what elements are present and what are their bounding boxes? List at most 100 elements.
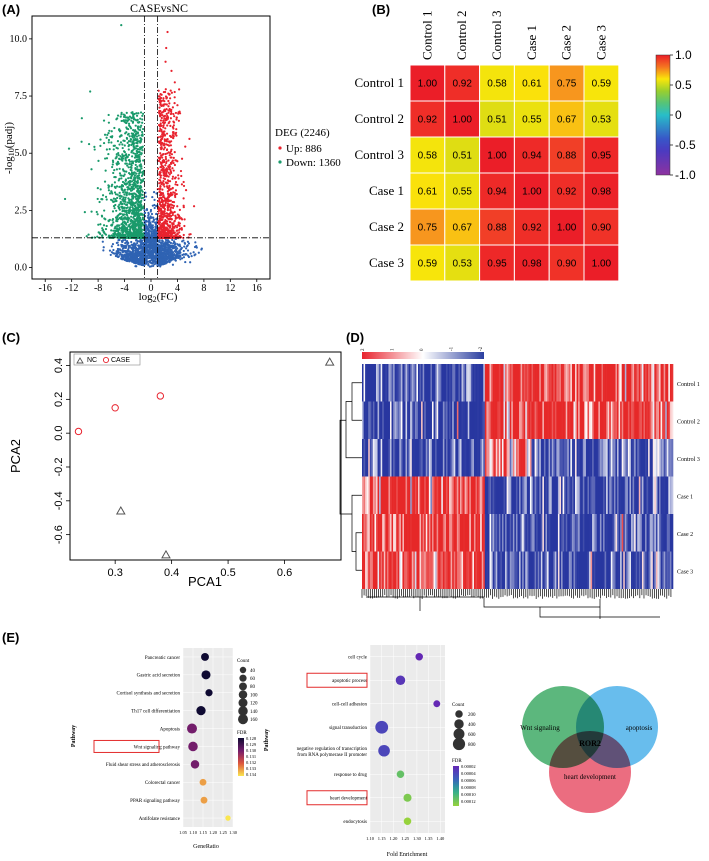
volcano-point-down <box>135 112 138 115</box>
volcano-point-down <box>97 231 100 234</box>
volcano-point-down <box>129 219 132 223</box>
correlation-cell-value: 0.92 <box>522 223 542 234</box>
volcano-point-up <box>162 179 165 183</box>
volcano-point-down <box>135 160 138 163</box>
volcano-point-ns <box>149 210 152 213</box>
volcano-point-down <box>121 231 125 234</box>
volcano-point-down <box>134 129 137 132</box>
volcano-point-down <box>132 117 136 120</box>
volcano-point-ns <box>148 245 151 248</box>
volcano-point-down <box>128 118 131 121</box>
volcano-point-down <box>140 189 143 192</box>
volcano-point-up <box>188 137 191 140</box>
volcano-point-ns <box>181 240 184 243</box>
volcano-point-up <box>159 219 162 222</box>
volcano-point-down <box>139 117 142 120</box>
volcano-point-up <box>163 172 166 175</box>
volcano-point-up <box>168 140 171 143</box>
volcano-point-down <box>128 228 131 231</box>
pca-legend-nc-label: NC <box>87 357 97 364</box>
volcano-point-up <box>175 118 178 121</box>
volcano-point-ns <box>122 244 126 247</box>
volcano-point-down <box>136 131 140 134</box>
volcano-point-up <box>171 131 175 134</box>
volcano-point-ns <box>132 243 135 246</box>
expression-cell-block <box>671 439 674 477</box>
volcano-point-ns <box>170 257 173 260</box>
volcano-point-down <box>130 164 133 167</box>
volcano-point-up <box>169 209 172 212</box>
volcano-point-up <box>174 217 177 220</box>
volcano-point-down <box>130 232 133 236</box>
volcano-point-ns <box>160 254 164 257</box>
volcano-point-up <box>158 114 162 117</box>
volcano-point-up <box>175 229 178 232</box>
volcano-point-down <box>131 142 134 145</box>
volcano-point-ns <box>186 240 190 243</box>
volcano-point-ns <box>138 259 141 263</box>
volcano-point-down <box>136 232 139 235</box>
volcano-point-up <box>165 46 168 50</box>
volcano-point-down <box>141 130 144 134</box>
volcano-point-up <box>163 212 167 215</box>
volcano-point-down <box>96 187 99 190</box>
volcano-point-up <box>182 197 185 200</box>
volcano-point-up <box>159 146 162 149</box>
volcano-point-down <box>126 116 129 119</box>
volcano-point-down <box>105 224 108 228</box>
volcano-point-ns <box>148 218 151 222</box>
volcano-point-down <box>136 219 139 222</box>
volcano-point-ns <box>116 241 119 244</box>
volcano-point-ns <box>158 239 161 242</box>
volcano-point-down <box>100 197 103 201</box>
expression-cell-block <box>671 476 674 514</box>
volcano-point-up <box>167 159 170 162</box>
volcano-point-ns <box>164 258 167 261</box>
volcano-point-down <box>117 218 120 221</box>
volcano-point-up <box>164 164 167 167</box>
volcano-point-up <box>163 185 166 188</box>
volcano-point-down <box>118 194 121 198</box>
volcano-y-tick-label: 7.5 <box>15 91 28 102</box>
volcano-point-ns <box>124 238 127 242</box>
volcano-point-ns <box>121 244 124 248</box>
volcano-point-down <box>107 141 110 144</box>
correlation-cells: 1.00 0.92 0.58 0.61 0.75 0.590.92 1.00 0.51 0.55… <box>409 64 620 282</box>
volcano-point-down <box>83 210 86 214</box>
volcano-point-up <box>174 183 177 186</box>
volcano-x-label: log2(FC) <box>139 291 178 304</box>
volcano-point-ns <box>171 238 174 241</box>
volcano-point-down <box>134 124 137 127</box>
volcano-point-down <box>105 198 108 201</box>
volcano-point-down <box>112 171 115 175</box>
volcano-point-up <box>162 228 165 231</box>
correlation-cell-value: 0.51 <box>452 151 472 162</box>
volcano-point-up <box>158 178 161 181</box>
volcano-point-ns <box>185 247 188 250</box>
volcano-point-ns <box>183 241 186 244</box>
volcano-point-ns <box>102 249 105 252</box>
volcano-point-down <box>96 197 99 201</box>
volcano-point-down <box>121 209 125 212</box>
correlation-cell-value: 0.95 <box>487 259 507 270</box>
volcano-point-up <box>161 218 164 221</box>
volcano-point-down <box>125 211 128 214</box>
volcano-point-down <box>116 114 120 117</box>
volcano-point-up <box>168 173 171 176</box>
volcano-point-down <box>107 186 110 189</box>
volcano-point-up <box>161 195 165 199</box>
volcano-point-ns <box>127 245 130 248</box>
volcano-point-ns <box>142 250 145 253</box>
volcano-point-ns <box>139 256 142 259</box>
volcano-point-down <box>107 189 110 192</box>
volcano-point-ns <box>153 198 156 201</box>
volcano-point-down <box>80 117 83 120</box>
volcano-point-ns <box>165 256 168 259</box>
volcano-point-up <box>173 101 176 105</box>
volcano-point-down <box>136 182 139 185</box>
volcano-point-ns <box>158 245 161 249</box>
volcano-point-down <box>122 207 125 210</box>
volcano-point-up <box>158 157 162 161</box>
volcano-point-up <box>169 117 172 120</box>
volcano-point-down <box>118 197 122 200</box>
